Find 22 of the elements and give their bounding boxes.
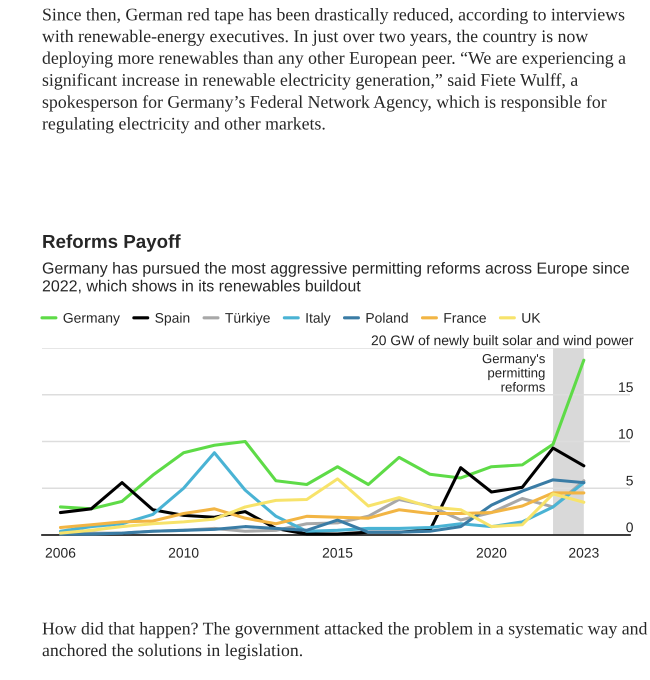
legend-label: France (444, 313, 486, 323)
y-tick-label: 15 (619, 382, 633, 392)
legend-label: UK (522, 313, 540, 323)
x-tick-label: 2020 (476, 548, 506, 558)
legend-label: Türkiye (225, 312, 270, 326)
y-tick-label: 0 (626, 522, 633, 532)
text: Since then, German red tape has been drastically reduced, according to interviews with renewable-energy executives. In just over two years, the country is now deploying more renewables than any other European peer. “We are experiencing a significant increase in renewable electricity generation,” said Fiete Wulff, a spokesperson for Germany’s Federal Network Agency, which is responsible for regulating electricity and other markets. (42, 8, 626, 134)
y-tick-label: 5 (626, 476, 633, 486)
x-tick-label: 2006 (46, 548, 76, 558)
x-tick-label: 2010 (168, 548, 199, 558)
y-tick-label: 20 GW of newly built solar and wind power (372, 335, 634, 348)
legend-label: Spain (155, 312, 190, 326)
legend-label: Poland (366, 312, 408, 323)
x-tick-label: 2023 (569, 548, 599, 558)
y-tick-label: 10 (619, 428, 633, 439)
legend-label: Italy (306, 312, 331, 326)
text: How did that happen? The government attacked the problem in a systematic way and anchored the solutions in legislation. (42, 622, 648, 660)
band-label: Germany's permitting reforms (482, 354, 545, 392)
x-tick-label: 2015 (322, 548, 352, 558)
chart-subtitle: Germany has pursued the most aggressive permitting reforms across Europe since 2022, which shows in its renewables buildout (42, 262, 629, 294)
chart-title: Reforms Payoff (43, 234, 181, 252)
legend-label: Germany (64, 312, 120, 326)
